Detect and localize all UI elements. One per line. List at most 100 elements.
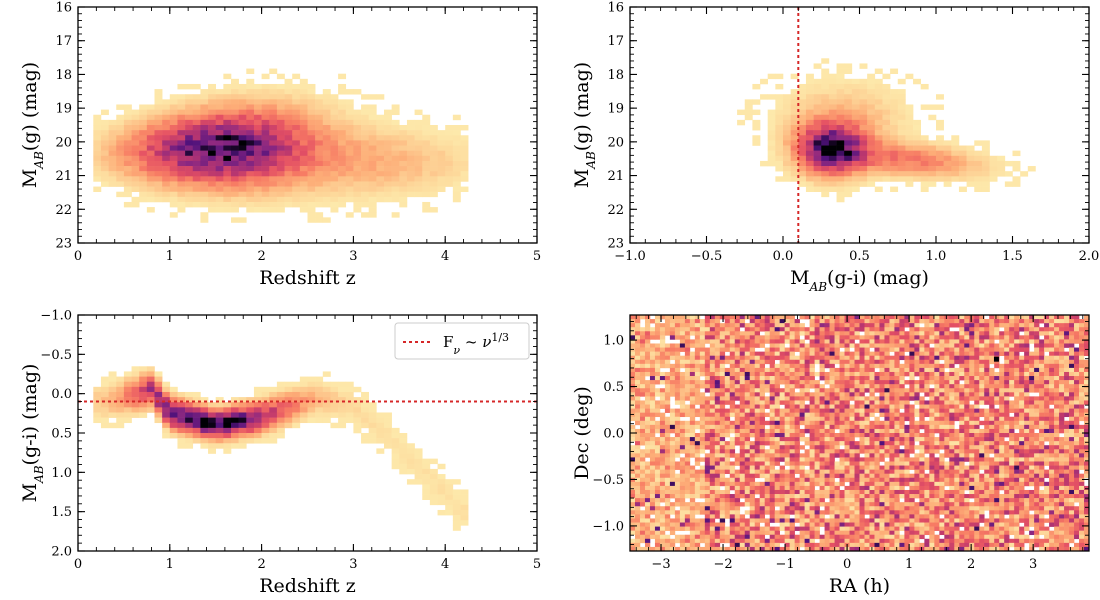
heatmap-cell: [689, 412, 696, 418]
heatmap-cell: [669, 465, 676, 470]
heatmap-cell: [699, 420, 706, 426]
heatmap-cell: [177, 94, 186, 100]
heatmap-cell: [634, 416, 641, 422]
heatmap-cell: [246, 196, 255, 203]
heatmap-cell: [684, 363, 691, 369]
heatmap-cell: [714, 538, 721, 544]
heatmap-cell: [422, 458, 431, 465]
heatmap-cell: [330, 140, 339, 146]
heatmap-cell: [460, 489, 469, 495]
heatmap-cell: [704, 465, 711, 470]
heatmap-cell: [669, 473, 676, 479]
heatmap-cell: [116, 391, 125, 398]
heatmap-cell: [200, 196, 209, 203]
heatmap-cell: [185, 201, 194, 208]
heatmap-cell: [139, 140, 148, 146]
heatmap-cell: [804, 449, 810, 454]
heatmap-cell: [714, 477, 721, 483]
heatmap-cell: [238, 438, 247, 444]
heatmap-cell: [734, 376, 741, 381]
heatmap-cell: [813, 119, 822, 126]
heatmap-cell: [851, 94, 860, 100]
heatmap-cell: [100, 125, 109, 131]
heatmap-cell: [890, 186, 899, 192]
heatmap-cell: [844, 506, 850, 511]
heatmap-cell: [849, 538, 855, 544]
heatmap-cell: [684, 433, 691, 438]
heatmap-cell: [784, 530, 790, 536]
heatmap-cell: [269, 150, 278, 157]
heatmap-cell: [854, 347, 860, 352]
heatmap-cell: [699, 371, 706, 377]
heatmap-cell: [330, 412, 339, 418]
heatmap-cell: [422, 119, 431, 126]
heatmap-cell: [754, 408, 761, 413]
heatmap-cell: [674, 420, 681, 426]
heatmap-cell: [829, 351, 835, 356]
heatmap-cell: [849, 359, 855, 365]
heatmap-cell: [744, 109, 753, 116]
heatmap-cell: [644, 441, 651, 446]
heatmap-cell: [376, 160, 385, 167]
heatmap-cell: [131, 155, 140, 162]
heatmap-cell: [414, 145, 423, 151]
heatmap-cell: [674, 465, 681, 470]
heatmap-cell: [804, 408, 810, 413]
heatmap-cell: [649, 477, 656, 483]
heatmap-cell: [384, 114, 392, 121]
heatmap-cell: [292, 402, 301, 408]
heatmap-cell: [734, 396, 741, 401]
heatmap-cell: [654, 343, 661, 348]
heatmap-cell: [185, 443, 194, 449]
heatmap-cell: [169, 160, 178, 167]
heatmap-cell: [943, 140, 952, 146]
heatmap-cell: [759, 355, 766, 361]
heatmap-cell: [834, 465, 840, 470]
heatmap-cell: [634, 469, 641, 474]
heatmap-cell: [123, 407, 132, 413]
heatmap-cell: [338, 125, 347, 131]
heatmap-cell: [384, 196, 392, 203]
heatmap-cell: [123, 386, 132, 393]
heatmap-cell: [799, 408, 805, 413]
heatmap-cell: [345, 417, 354, 424]
heatmap-cell: [784, 461, 790, 466]
heatmap-cell: [634, 339, 641, 344]
heatmap-cell: [704, 489, 711, 495]
heatmap-cell: [779, 441, 785, 446]
heatmap-cell: [384, 433, 392, 439]
heatmap-cell: [123, 181, 132, 187]
heatmap-cell: [804, 489, 810, 495]
heatmap-cell: [744, 428, 751, 434]
heatmap-cell: [829, 526, 835, 531]
panel-bottom-left: Fν ~ ν1/30 1 2 3 4 5−1.0−0.50.00.51.01.52.0Re…: [19, 309, 541, 598]
heatmap-cell: [824, 489, 830, 495]
heatmap-cell: [829, 522, 835, 527]
heatmap-cell: [664, 510, 671, 515]
heatmap-cell: [752, 99, 761, 105]
heatmap-cell: [928, 140, 937, 146]
heatmap-cell: [836, 78, 845, 85]
heatmap-cell: [739, 457, 746, 462]
heatmap-cell: [814, 384, 820, 389]
heatmap-cell: [809, 384, 815, 389]
heatmap-cell: [654, 469, 661, 474]
heatmap-cell: [639, 335, 646, 340]
heatmap-cell: [674, 335, 681, 340]
heatmap-cell: [844, 99, 853, 105]
heatmap-cell: [231, 217, 239, 223]
heatmap-cell: [452, 140, 461, 146]
heatmap-cell: [744, 449, 751, 454]
heatmap-cell: [794, 506, 800, 511]
heatmap-cell: [920, 171, 929, 177]
heatmap-cell: [882, 99, 891, 105]
heatmap-cell: [794, 319, 800, 324]
heatmap-cell: [192, 407, 201, 413]
heatmap-cell: [192, 104, 201, 110]
heatmap-cell: [724, 392, 731, 397]
heatmap-cell: [689, 473, 696, 479]
heatmap-cell: [639, 534, 646, 540]
heatmap-cell: [744, 465, 751, 470]
heatmap-cell: [208, 150, 216, 157]
heatmap-cell: [659, 477, 666, 483]
